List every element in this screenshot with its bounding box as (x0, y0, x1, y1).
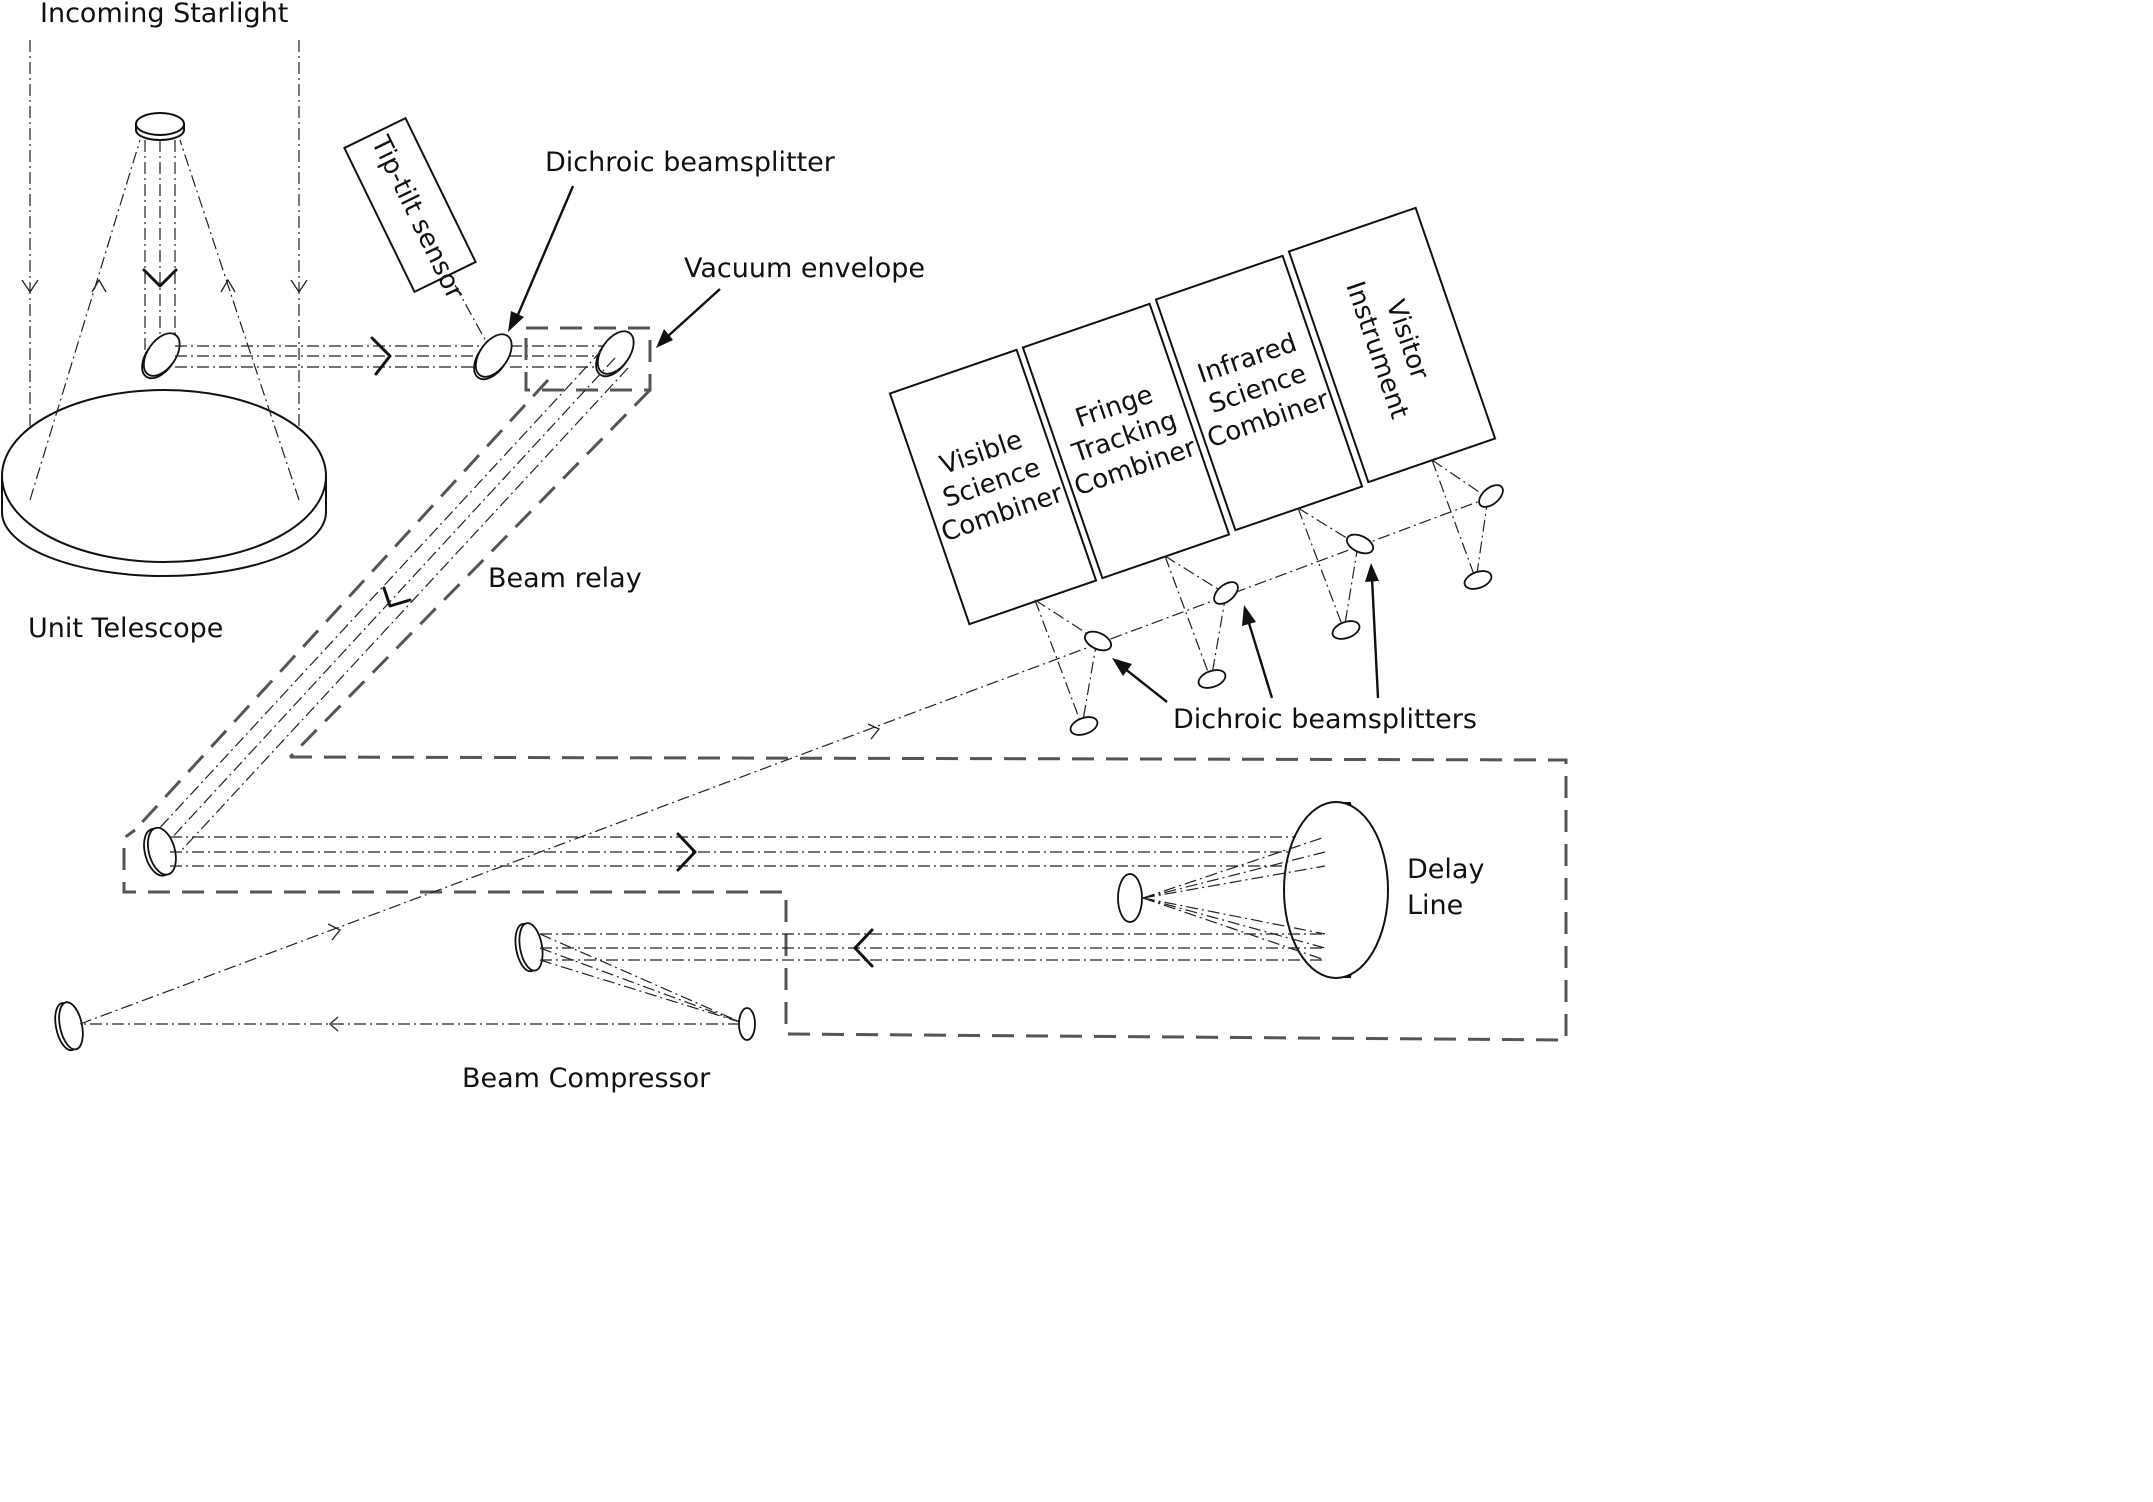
coude-beam (175, 336, 620, 376)
unit-telescope-label: Unit Telescope (28, 613, 223, 644)
beam-relay-label: Beam relay (488, 563, 642, 594)
relay-mirror (143, 826, 177, 877)
delay-line (1117, 801, 1389, 979)
tip-tilt-sensor: Tip-tilt sensor (343, 116, 489, 346)
beam-relay (133, 349, 652, 853)
feed-beam (79, 497, 1489, 1025)
dichroic-beamsplitter-label: Dichroic beamsplitter (545, 147, 836, 178)
vacuum-envelope-box (524, 326, 652, 392)
dichroic-beamsplitter (473, 333, 513, 381)
beam-compressor-label: Beam Compressor (462, 1063, 711, 1094)
unit-telescope (1, 40, 327, 577)
vacuum-envelope-label: Vacuum envelope (684, 253, 925, 284)
delay-line-label-2: Line (1407, 890, 1463, 921)
interferometer-diagram: Incoming Starlight Unit Telescope Tip-ti… (1, 0, 1568, 1094)
incoming-starlight-label: Incoming Starlight (40, 0, 288, 29)
instrument-visitor-instrument: Visitor Instrument (1287, 206, 1497, 484)
delay-line-label-1: Delay (1407, 854, 1484, 885)
beam-compressor (54, 922, 756, 1052)
vacuum-mirror (595, 330, 635, 378)
instrument-visible-science-combiner: Visible Science Combiner (888, 348, 1098, 626)
beam-to-delay (170, 832, 1325, 872)
instrument-boxes: Visible Science Combiner Fringe Tracking… (888, 206, 1497, 626)
instrument-beamsplitters (1034, 459, 1504, 736)
return-beam (540, 928, 1325, 968)
dichroic-beamsplitters-label: Dichroic beamsplitters (1173, 704, 1477, 735)
instrument-infrared-science-combiner: Infrared Science Combiner (1154, 254, 1364, 532)
